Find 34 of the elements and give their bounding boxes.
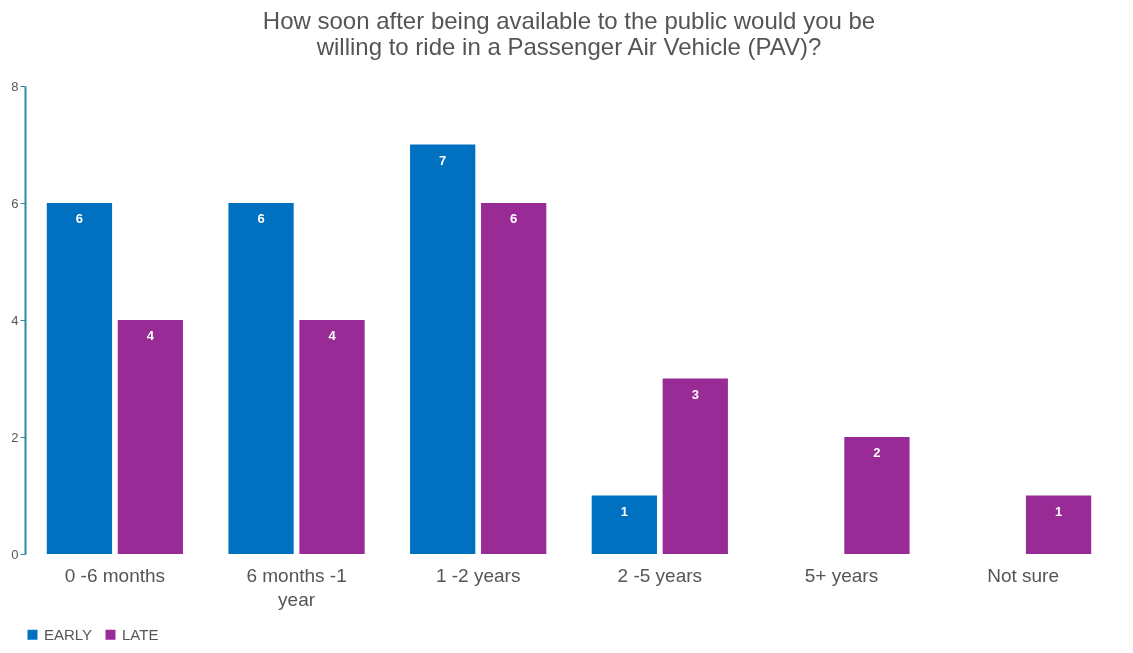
bar (117, 320, 184, 554)
data-label: 4 (328, 328, 337, 343)
data-label: 1 (620, 503, 628, 519)
data-label: 3 (691, 386, 699, 402)
legend-label: LATE (122, 625, 159, 643)
legend-label: EARLY (44, 625, 93, 643)
data-label: 4 (146, 328, 155, 343)
data-label: 2 (873, 445, 881, 460)
y-tick-label: 0 (11, 546, 19, 562)
x-tick-label: Not sure (987, 564, 1059, 586)
x-tick-label: 6 months -1 year (246, 564, 347, 610)
bar (46, 203, 113, 554)
bar (1025, 495, 1092, 554)
bar (591, 495, 657, 554)
bar (228, 203, 294, 554)
data-label: 6 (257, 211, 265, 226)
x-tick-label: 2 -5 years (617, 564, 703, 586)
y-tick-label: 8 (11, 78, 19, 94)
y-tick-label: 4 (11, 312, 19, 328)
data-label: 6 (510, 211, 518, 226)
bar (299, 320, 365, 554)
data-label: 7 (439, 152, 447, 168)
bar (410, 144, 476, 554)
x-tick-label: 0 -6 months (64, 564, 166, 586)
data-label: 1 (1054, 503, 1063, 519)
x-tick-label: 1 -2 years (435, 564, 521, 586)
y-tick-label: 6 (11, 195, 19, 211)
bar (844, 437, 910, 554)
chart-title: How soon after being available to the public would you be willing to ride in a Passenger Air Vehicle (PAV)? (262, 7, 876, 60)
bar (662, 378, 728, 554)
y-tick-label: 2 (11, 429, 19, 445)
data-label: 6 (75, 211, 84, 226)
bar (481, 203, 547, 554)
x-tick-label: 5+ years (804, 564, 879, 586)
